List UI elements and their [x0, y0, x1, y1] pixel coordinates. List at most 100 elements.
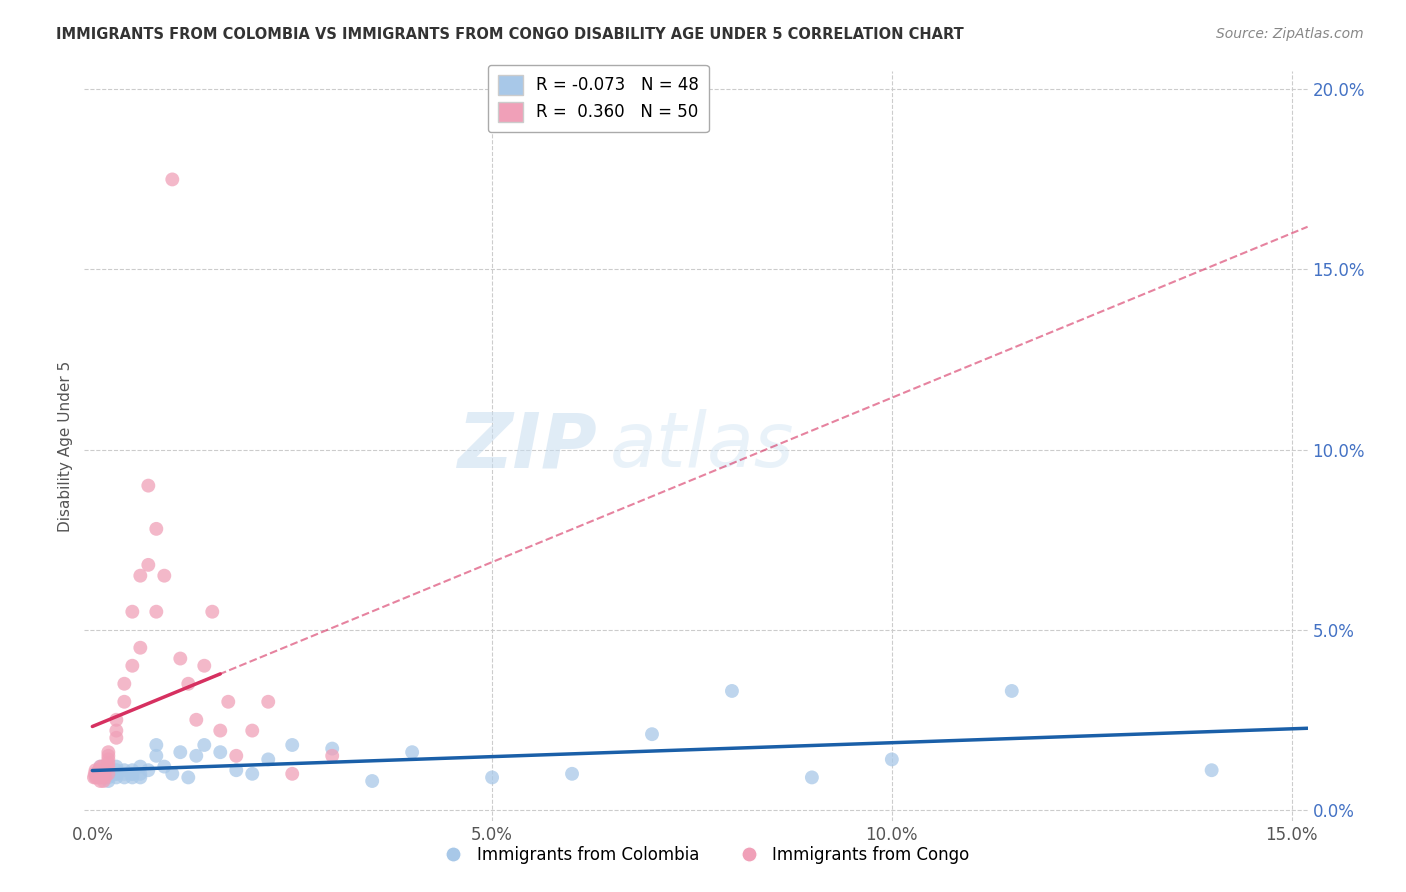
Immigrants from Colombia — [1201, 763, 1223, 777]
Immigrants from Colombia — [880, 752, 903, 766]
Immigrants from Colombia — [121, 767, 143, 781]
Immigrants from Congo — [87, 767, 110, 781]
Text: Source: ZipAtlas.com: Source: ZipAtlas.com — [1216, 27, 1364, 41]
Immigrants from Congo — [201, 605, 224, 619]
Immigrants from Colombia — [641, 727, 664, 741]
Immigrants from Congo — [97, 767, 120, 781]
Immigrants from Congo — [193, 658, 215, 673]
Immigrants from Colombia — [561, 767, 583, 781]
Immigrants from Colombia — [1001, 684, 1024, 698]
Immigrants from Congo — [112, 677, 135, 691]
Immigrants from Colombia — [97, 771, 120, 785]
Immigrants from Congo — [136, 558, 159, 572]
Immigrants from Congo — [97, 756, 120, 770]
Immigrants from Colombia — [121, 767, 143, 781]
Immigrants from Colombia — [193, 738, 215, 752]
Immigrants from Congo — [121, 605, 143, 619]
Immigrants from Colombia — [89, 771, 111, 785]
Immigrants from Congo — [86, 767, 108, 781]
Immigrants from Colombia — [121, 771, 143, 785]
Immigrants from Colombia — [97, 774, 120, 789]
Immigrants from Congo — [129, 568, 152, 582]
Immigrants from Colombia — [281, 738, 304, 752]
Immigrants from Colombia — [136, 763, 159, 777]
Immigrants from Congo — [281, 767, 304, 781]
Immigrants from Colombia — [361, 774, 384, 789]
Immigrants from Colombia — [153, 759, 176, 773]
Immigrants from Congo — [89, 771, 111, 785]
Immigrants from Congo — [169, 651, 191, 665]
Immigrants from Colombia — [401, 745, 423, 759]
Immigrants from Colombia — [89, 759, 111, 773]
Immigrants from Congo — [86, 771, 108, 785]
Immigrants from Congo — [91, 767, 114, 781]
Immigrants from Colombia — [112, 763, 135, 777]
Immigrants from Colombia — [162, 767, 184, 781]
Immigrants from Congo — [217, 695, 239, 709]
Legend: R = -0.073   N = 48, R =  0.360   N = 50: R = -0.073 N = 48, R = 0.360 N = 50 — [488, 65, 709, 132]
Immigrants from Colombia — [112, 767, 135, 781]
Immigrants from Colombia — [105, 767, 128, 781]
Immigrants from Colombia — [321, 741, 343, 756]
Immigrants from Colombia — [112, 771, 135, 785]
Immigrants from Congo — [97, 745, 120, 759]
Immigrants from Congo — [89, 767, 111, 781]
Immigrants from Colombia — [129, 771, 152, 785]
Immigrants from Colombia — [225, 763, 247, 777]
Immigrants from Congo — [97, 759, 120, 773]
Immigrants from Colombia — [121, 763, 143, 777]
Immigrants from Colombia — [105, 767, 128, 781]
Immigrants from Congo — [93, 767, 115, 781]
Immigrants from Colombia — [93, 763, 115, 777]
Immigrants from Colombia — [169, 745, 191, 759]
Immigrants from Congo — [91, 759, 114, 773]
Immigrants from Congo — [93, 774, 115, 789]
Immigrants from Colombia — [105, 759, 128, 773]
Immigrants from Congo — [257, 695, 280, 709]
Immigrants from Colombia — [105, 763, 128, 777]
Immigrants from Congo — [162, 172, 184, 186]
Immigrants from Congo — [145, 605, 167, 619]
Immigrants from Congo — [105, 723, 128, 738]
Immigrants from Colombia — [481, 771, 503, 785]
Legend: Immigrants from Colombia, Immigrants from Congo: Immigrants from Colombia, Immigrants fro… — [430, 839, 976, 871]
Immigrants from Congo — [89, 774, 111, 789]
Immigrants from Congo — [97, 748, 120, 763]
Immigrants from Colombia — [129, 767, 152, 781]
Immigrants from Colombia — [721, 684, 744, 698]
Immigrants from Congo — [84, 771, 107, 785]
Immigrants from Congo — [153, 568, 176, 582]
Immigrants from Colombia — [129, 759, 152, 773]
Immigrants from Congo — [145, 522, 167, 536]
Immigrants from Colombia — [209, 745, 232, 759]
Immigrants from Congo — [84, 763, 107, 777]
Immigrants from Colombia — [800, 771, 823, 785]
Immigrants from Colombia — [97, 767, 120, 781]
Immigrants from Congo — [240, 723, 263, 738]
Immigrants from Congo — [186, 713, 208, 727]
Immigrants from Colombia — [145, 748, 167, 763]
Immigrants from Colombia — [86, 767, 108, 781]
Immigrants from Colombia — [257, 752, 280, 766]
Text: IMMIGRANTS FROM COLOMBIA VS IMMIGRANTS FROM CONGO DISABILITY AGE UNDER 5 CORRELA: IMMIGRANTS FROM COLOMBIA VS IMMIGRANTS F… — [56, 27, 965, 42]
Immigrants from Congo — [83, 767, 105, 781]
Text: atlas: atlas — [610, 409, 794, 483]
Immigrants from Colombia — [97, 763, 120, 777]
Immigrants from Congo — [225, 748, 247, 763]
Immigrants from Congo — [97, 752, 120, 766]
Immigrants from Colombia — [105, 771, 128, 785]
Y-axis label: Disability Age Under 5: Disability Age Under 5 — [58, 360, 73, 532]
Immigrants from Congo — [129, 640, 152, 655]
Immigrants from Colombia — [145, 738, 167, 752]
Immigrants from Congo — [112, 695, 135, 709]
Immigrants from Colombia — [186, 748, 208, 763]
Immigrants from Congo — [321, 748, 343, 763]
Immigrants from Congo — [83, 771, 105, 785]
Text: ZIP: ZIP — [458, 409, 598, 483]
Immigrants from Congo — [209, 723, 232, 738]
Immigrants from Congo — [177, 677, 200, 691]
Immigrants from Congo — [94, 771, 117, 785]
Immigrants from Congo — [136, 478, 159, 492]
Immigrants from Congo — [121, 658, 143, 673]
Immigrants from Congo — [89, 759, 111, 773]
